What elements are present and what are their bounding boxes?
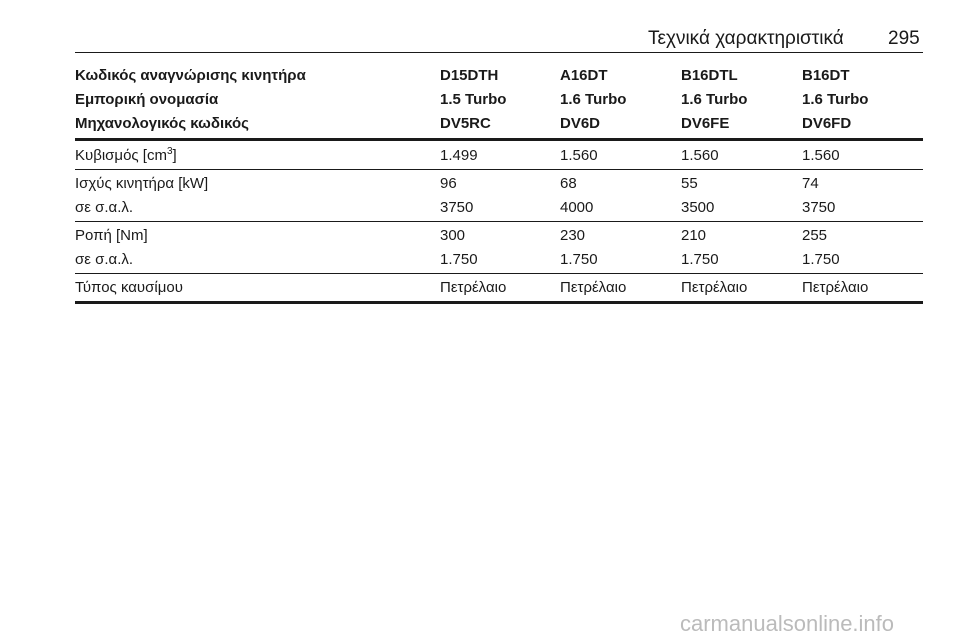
cell: 1.750 (802, 251, 840, 268)
head-cell: DV6FE (681, 115, 730, 132)
cell: 1.750 (681, 251, 719, 268)
cell: 4000 (560, 199, 594, 216)
cell: 1.750 (440, 251, 478, 268)
label-text: ] (172, 147, 177, 164)
cell: 55 (681, 175, 698, 192)
label-text: Κυβισμός [cm (75, 147, 167, 164)
cell: 1.560 (681, 147, 719, 164)
thick-rule (75, 301, 923, 304)
row-label: Ροπή [Nm] (75, 227, 148, 244)
superscript: 3 (166, 146, 173, 157)
head-cell: B16DTL (681, 67, 738, 84)
row-label: σε σ.α.λ. (75, 251, 134, 268)
row-label: σε σ.α.λ. (75, 199, 134, 216)
cell: 1.560 (560, 147, 598, 164)
head-label: Κωδικός αναγνώρισης κινητήρα (75, 67, 306, 84)
head-cell: 1.6 Turbo (560, 91, 627, 108)
cell: 255 (802, 227, 828, 244)
head-cell: D15DTH (440, 67, 499, 84)
cell: 74 (802, 175, 819, 192)
cell: 1.560 (802, 147, 840, 164)
group-rule (75, 169, 923, 170)
cell: 230 (560, 227, 586, 244)
cell: 68 (560, 175, 577, 192)
cell: 3750 (802, 199, 836, 216)
head-cell: 1.6 Turbo (681, 91, 748, 108)
group-rule (75, 221, 923, 222)
row-label: Τύπος καυσίμου (75, 279, 183, 296)
head-cell: DV6D (560, 115, 601, 132)
head-cell: DV6FD (802, 115, 852, 132)
cell: 96 (440, 175, 457, 192)
row-label: Κυβισμός [cm3] (75, 147, 177, 165)
head-cell: 1.5 Turbo (440, 91, 507, 108)
head-cell: B16DT (802, 67, 850, 84)
page-number: 295 (888, 28, 920, 49)
cell: 210 (681, 227, 707, 244)
header-rule (75, 52, 923, 53)
cell: Πετρέλαιο (802, 279, 869, 296)
cell: 1.750 (560, 251, 598, 268)
row-label: Ισχύς κινητήρα [kW] (75, 175, 209, 192)
thick-rule (75, 138, 923, 141)
cell: Πετρέλαιο (681, 279, 748, 296)
header-title: Τεχνικά χαρακτηριστικά (648, 28, 844, 49)
cell: 3500 (681, 199, 715, 216)
head-label: Μηχανολογικός κωδικός (75, 115, 249, 132)
group-rule (75, 273, 923, 274)
head-cell: DV5RC (440, 115, 491, 132)
head-cell: 1.6 Turbo (802, 91, 869, 108)
cell: 1.499 (440, 147, 478, 164)
cell: Πετρέλαιο (560, 279, 627, 296)
cell: 300 (440, 227, 466, 244)
watermark: carmanualsonline.info (680, 611, 895, 636)
cell: 3750 (440, 199, 474, 216)
head-label: Εμπορική ονομασία (75, 91, 219, 108)
head-cell: A16DT (560, 67, 608, 84)
cell: Πετρέλαιο (440, 279, 507, 296)
